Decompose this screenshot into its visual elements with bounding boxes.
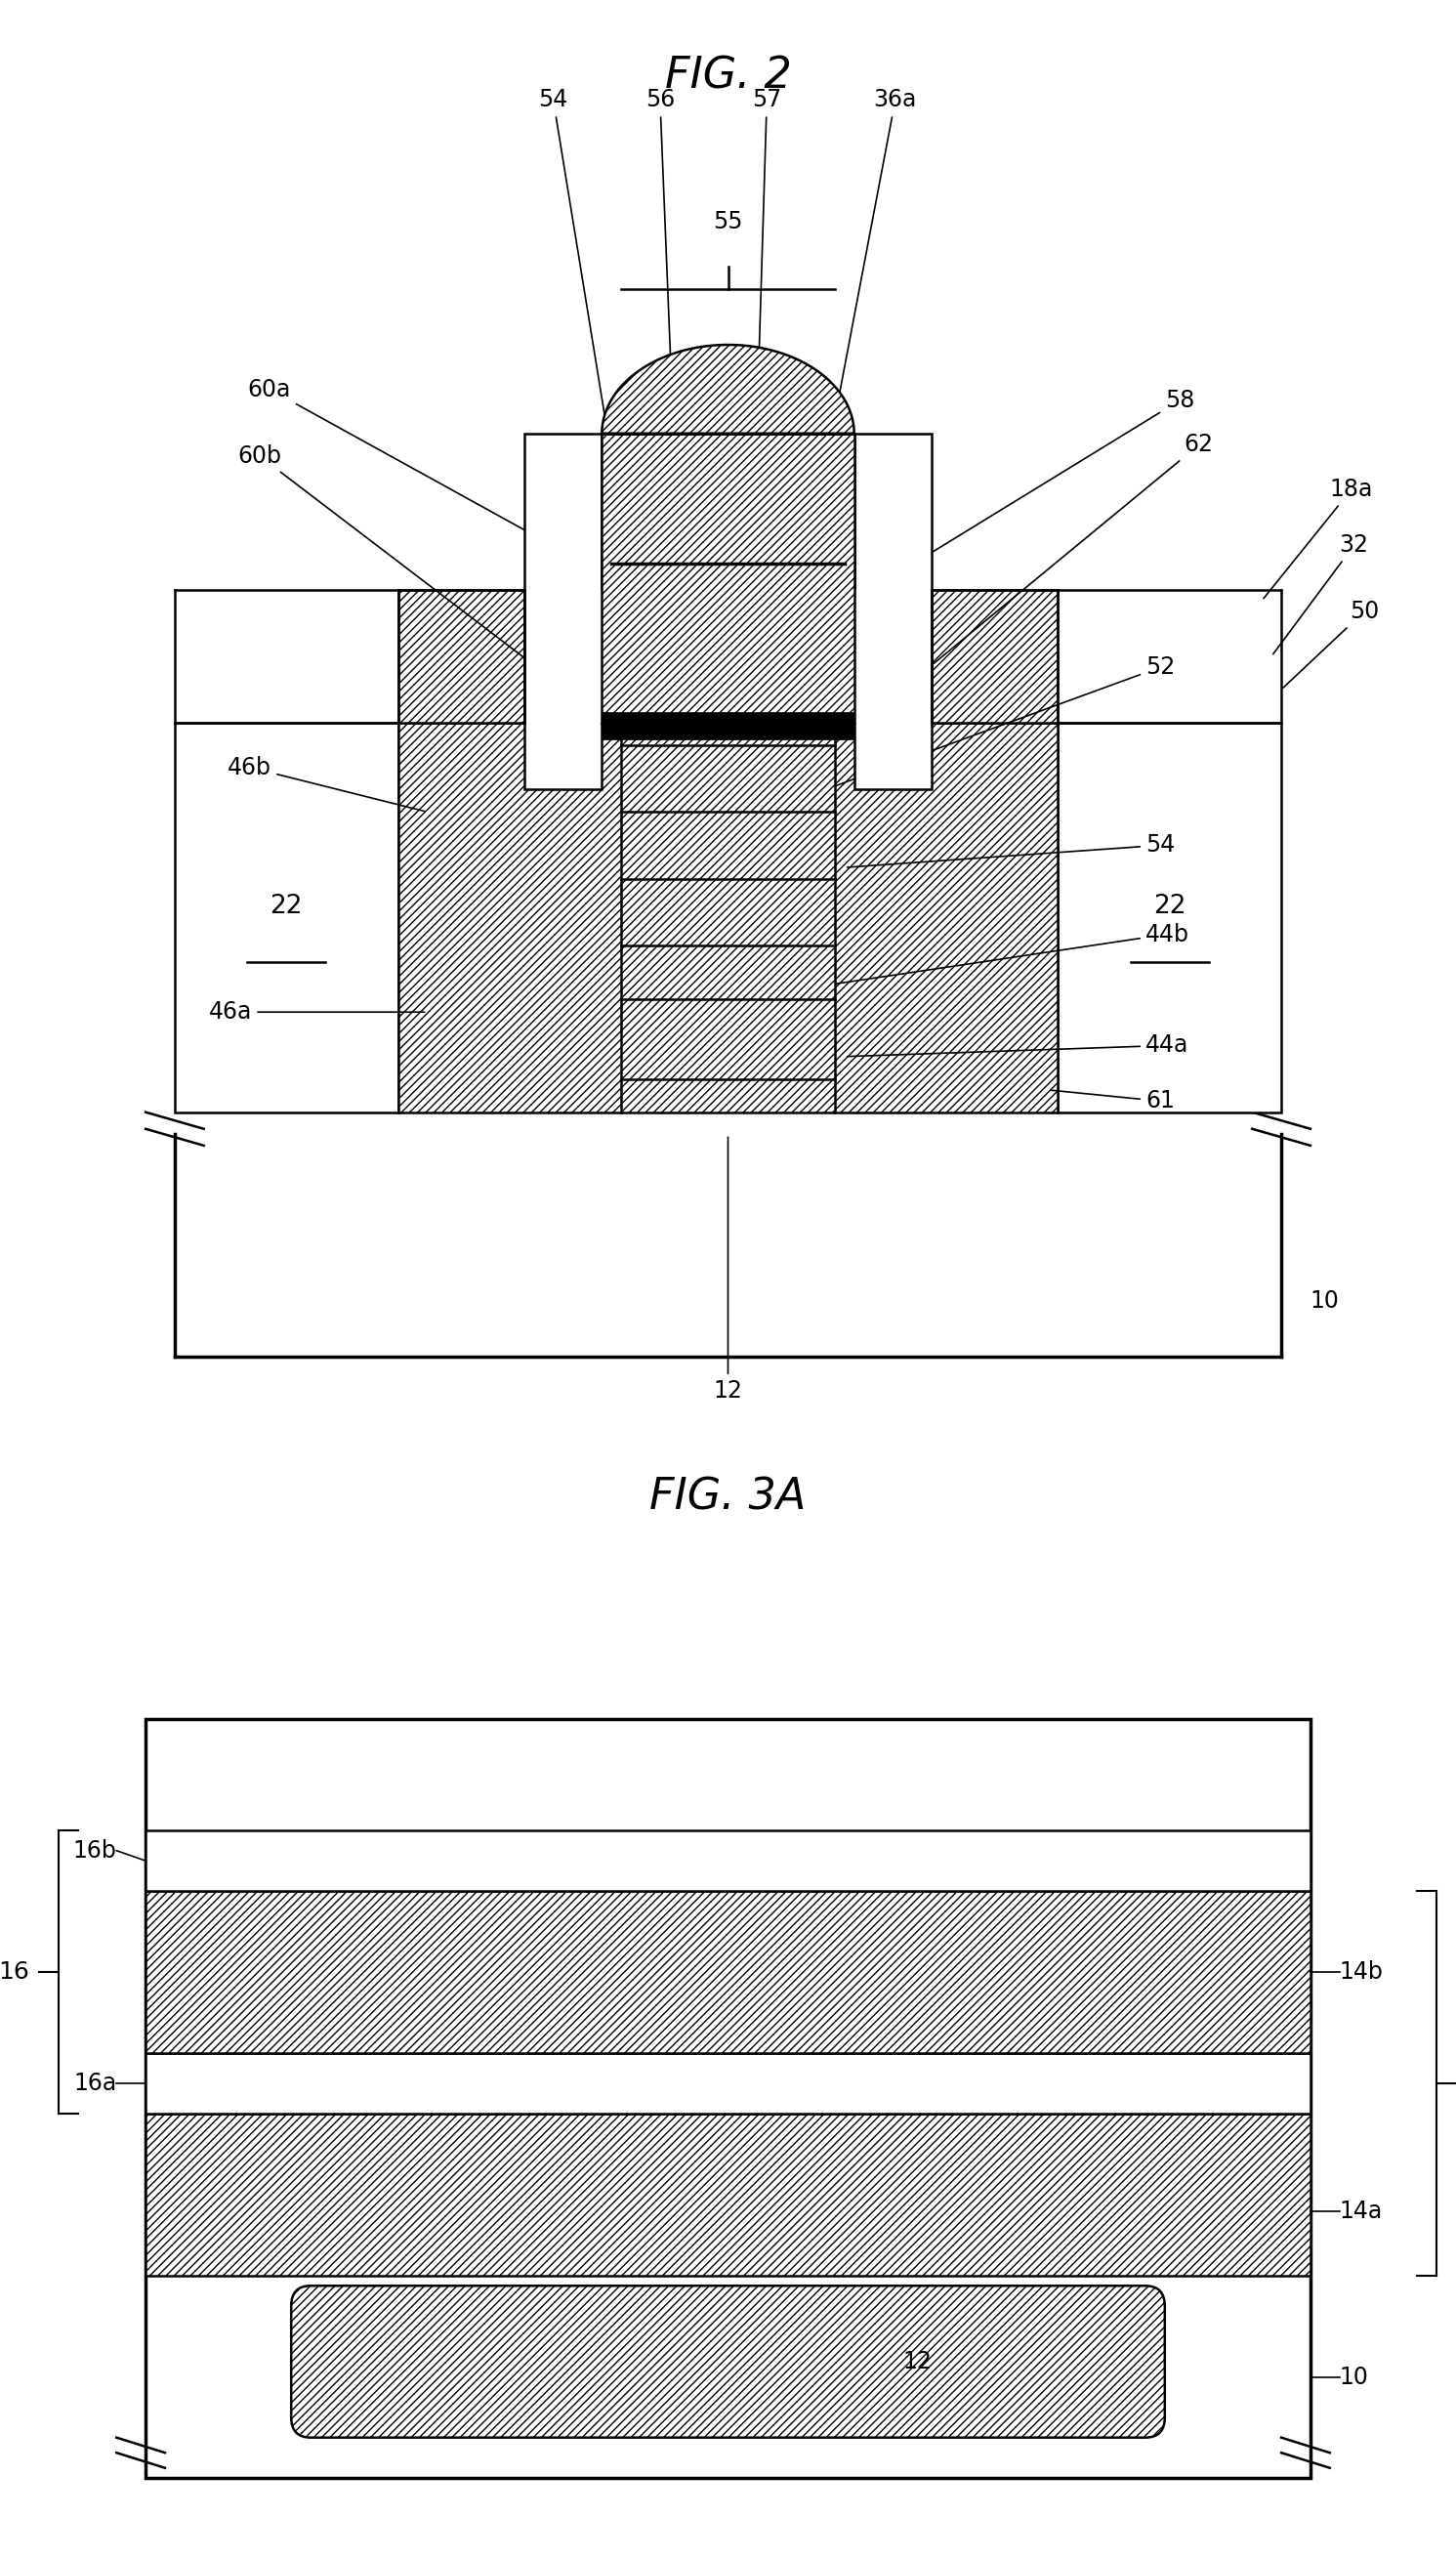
Text: 52: 52 [827, 655, 1175, 788]
Text: 22: 22 [269, 893, 303, 919]
Text: 12: 12 [713, 1136, 743, 1402]
Bar [622, 944, 834, 1080]
Bar [146, 1891, 1310, 2052]
Text: 54: 54 [539, 90, 641, 635]
Text: 56: 56 [645, 90, 680, 576]
Text: 10: 10 [1340, 2365, 1369, 2388]
Text: 12: 12 [903, 2349, 932, 2372]
Bar [855, 432, 932, 791]
Text: 44b: 44b [828, 921, 1190, 985]
Text: 14b: 14b [1340, 1960, 1383, 1983]
Text: FIG. 2: FIG. 2 [664, 56, 792, 97]
Bar [524, 432, 601, 791]
Text: 16: 16 [0, 1960, 29, 1983]
Text: 60b: 60b [237, 445, 531, 663]
Bar [397, 589, 612, 724]
Text: 10: 10 [1310, 1290, 1340, 1313]
Polygon shape [601, 345, 855, 435]
Bar [175, 722, 397, 1113]
Bar [601, 711, 855, 740]
Text: FIG. 3A: FIG. 3A [649, 1477, 807, 1517]
Text: 62: 62 [933, 432, 1213, 663]
Text: 58: 58 [925, 389, 1194, 558]
Text: 57: 57 [747, 90, 782, 732]
Text: 16a: 16a [73, 2073, 116, 2096]
Text: 55: 55 [713, 210, 743, 233]
Bar [146, 1830, 1310, 1891]
Text: 50: 50 [1283, 599, 1379, 688]
Text: 36a: 36a [815, 90, 917, 517]
Text: 32: 32 [1273, 532, 1369, 655]
Text: 46a: 46a [210, 1001, 424, 1024]
Bar [146, 2114, 1310, 2275]
Bar [534, 589, 922, 724]
Text: 46b: 46b [227, 755, 425, 811]
Text: 18a: 18a [1264, 479, 1373, 599]
Text: 61: 61 [1051, 1090, 1175, 1113]
Bar [601, 435, 855, 724]
Bar [146, 1720, 1310, 2477]
Bar [622, 745, 834, 878]
FancyBboxPatch shape [291, 2285, 1165, 2439]
Text: 22: 22 [1153, 893, 1187, 919]
Bar [397, 722, 1059, 1113]
Text: 14a: 14a [1340, 2198, 1383, 2224]
Text: 16b: 16b [73, 1840, 116, 1863]
Text: 44a: 44a [847, 1034, 1188, 1057]
Bar [844, 589, 1059, 724]
Text: 54: 54 [847, 834, 1175, 868]
Text: 60a: 60a [248, 379, 542, 540]
Bar [146, 2052, 1310, 2114]
Bar [1059, 722, 1281, 1113]
